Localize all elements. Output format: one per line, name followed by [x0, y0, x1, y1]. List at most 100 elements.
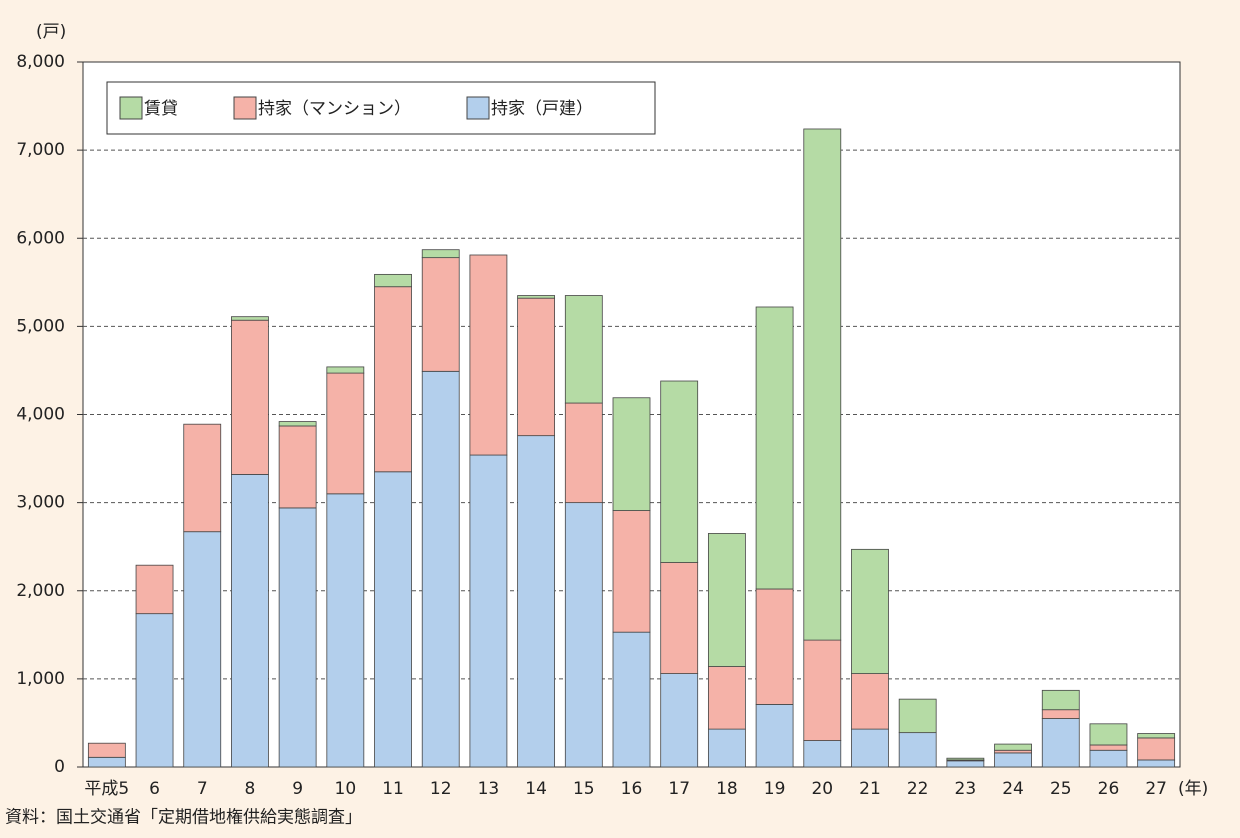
x-tick-label: 7 [197, 779, 208, 799]
bar-segment [755, 306, 794, 590]
x-tick-label: 26 [1098, 779, 1120, 799]
bar-segment [278, 425, 317, 509]
bar-segment [421, 249, 460, 259]
bar-segment [517, 295, 556, 299]
bar-segment [803, 740, 842, 768]
bar-segment [803, 128, 842, 641]
legend-label: 賃貸 [144, 99, 178, 119]
bar-segment [231, 316, 269, 321]
bar-segment [1041, 709, 1080, 719]
bar-segment [1041, 689, 1080, 711]
bar-segment [1137, 759, 1176, 768]
bar-segment [1137, 737, 1176, 761]
bar-segment [183, 531, 222, 768]
y-tick-label: 8,000 [16, 52, 65, 72]
bar-segment [898, 698, 937, 734]
bar-segment [374, 273, 412, 288]
source: 資料：国土交通省「定期借地権供給実態調査」 [5, 808, 362, 828]
bar-segment [374, 471, 412, 768]
bar-segment [707, 533, 746, 667]
x-tick-label: 19 [764, 779, 786, 799]
bar-segment [755, 588, 794, 705]
bar-segment [803, 639, 842, 741]
y-tick-label: 2,000 [16, 581, 65, 601]
bar-segment [707, 666, 746, 730]
x-tick-label: 18 [716, 779, 738, 799]
bar-segment [946, 760, 985, 768]
y-tick-label: 7,000 [16, 140, 65, 160]
bar-segment [231, 474, 269, 768]
bar-segment [278, 421, 317, 427]
legend-label: 持家（戸建） [491, 99, 593, 119]
y-tick-label: 0 [54, 757, 65, 777]
x-tick-label: 24 [1002, 779, 1024, 799]
bar-segment [517, 297, 556, 437]
bar-segment [660, 380, 699, 563]
bar-segment [87, 742, 126, 758]
x-tick-label: 平成5 [84, 779, 129, 799]
x-tick-label: 14 [525, 779, 547, 799]
bar-segment [612, 510, 651, 633]
x-tick-label: 27 [1145, 779, 1167, 799]
x-tick-label: 23 [955, 779, 977, 799]
bar-segment [660, 562, 699, 674]
bar-segment [135, 613, 174, 768]
bar-segment [1089, 723, 1128, 746]
bar-segment [564, 402, 603, 504]
bar-segment [707, 728, 746, 768]
y-tick-label: 4,000 [16, 405, 65, 425]
bar-segment [755, 704, 794, 768]
bar-segment [612, 397, 651, 511]
legend-swatch [466, 96, 490, 120]
bar-segment [1041, 718, 1080, 768]
y-tick-label: 6,000 [16, 228, 65, 248]
legend-label: 持家（マンション） [258, 99, 411, 119]
bar-segment [326, 372, 365, 495]
bar-segment [1089, 744, 1128, 751]
x-tick-label: 12 [430, 779, 452, 799]
bar-segment [421, 370, 460, 768]
x-tick-label: 8 [245, 779, 256, 799]
x-tick-label: 16 [621, 779, 643, 799]
bar-segment [994, 752, 1032, 768]
bar-segment [994, 743, 1032, 751]
legend-swatch [233, 96, 257, 120]
bar-segment [660, 673, 699, 768]
x-tick-label: 22 [907, 779, 929, 799]
bar-segment [517, 435, 556, 768]
legend-swatch [119, 96, 143, 120]
bar-segment [469, 254, 508, 456]
bar-segment [231, 319, 269, 475]
x-tick-label: 20 [811, 779, 833, 799]
bar-segment [1137, 733, 1176, 739]
bar-segment [564, 295, 603, 404]
x-tick-label: 17 [668, 779, 690, 799]
bar-segment [898, 732, 937, 768]
x-tick-label: 25 [1050, 779, 1072, 799]
bar-segment [564, 502, 603, 768]
bar-segment [612, 631, 651, 768]
x-tick-label: 13 [478, 779, 500, 799]
y-tick-label: 3,000 [16, 493, 65, 513]
y-tick-label: 1,000 [16, 669, 65, 689]
legend-box [106, 81, 656, 135]
bar-segment [851, 673, 889, 730]
bar-segment [326, 366, 365, 374]
bar-segment [135, 564, 174, 615]
unit-label: (戸) [36, 22, 66, 42]
bar-segment [946, 757, 985, 761]
bar-segment [278, 507, 317, 768]
x-tick-label: 15 [573, 779, 595, 799]
bar-segment [851, 548, 889, 674]
bar-segment [374, 286, 412, 473]
bar-segment [87, 756, 126, 768]
x-tick-label: 9 [292, 779, 303, 799]
x-tick-label: 21 [859, 779, 881, 799]
bar-segment [421, 257, 460, 372]
bar-segment [851, 728, 889, 768]
x-tick-label: 6 [149, 779, 160, 799]
x-tick-label: 10 [335, 779, 357, 799]
y-tick-label: 5,000 [16, 316, 65, 336]
bar-segment [1089, 749, 1128, 768]
